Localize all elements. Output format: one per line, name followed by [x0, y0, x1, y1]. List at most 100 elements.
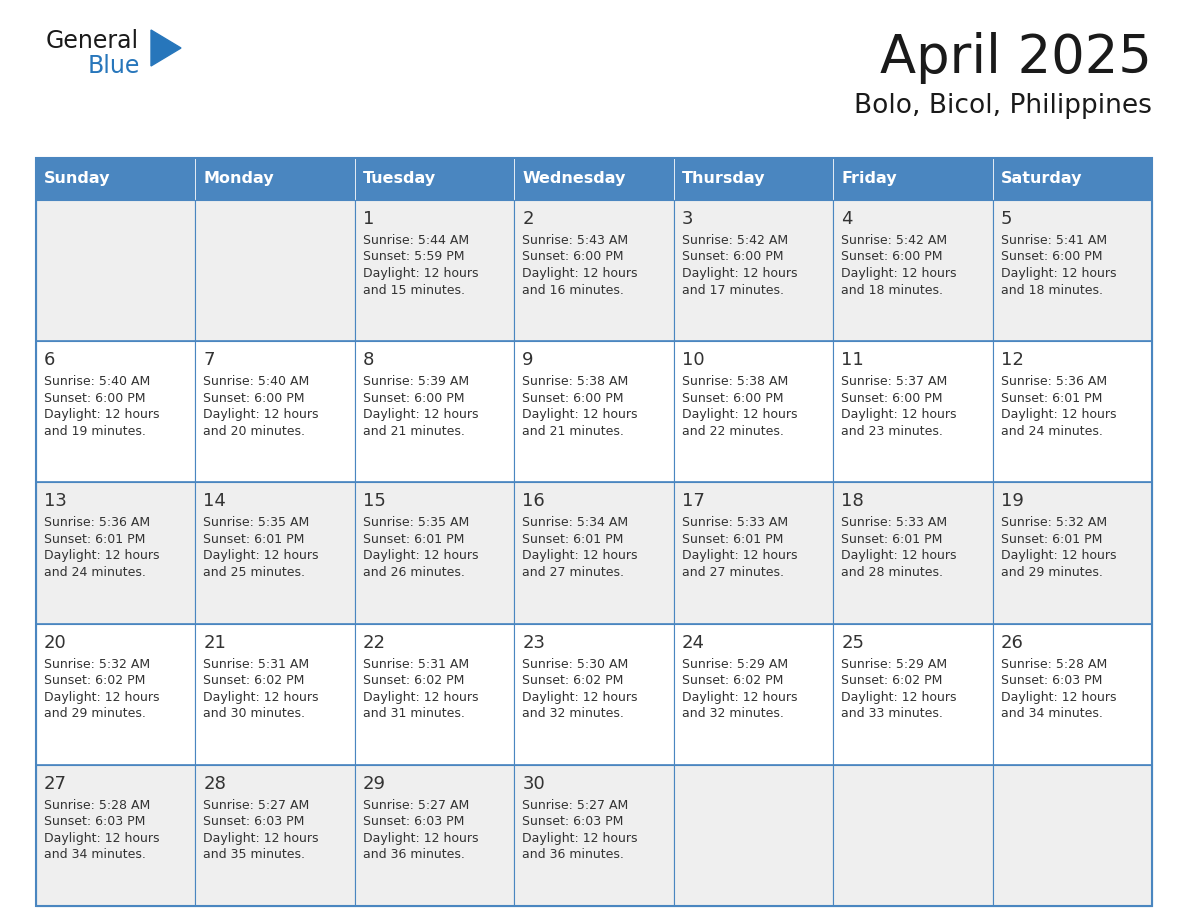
- Text: and 36 minutes.: and 36 minutes.: [523, 848, 624, 861]
- Text: and 30 minutes.: and 30 minutes.: [203, 707, 305, 720]
- Text: and 33 minutes.: and 33 minutes.: [841, 707, 943, 720]
- Text: Sunset: 6:02 PM: Sunset: 6:02 PM: [682, 674, 783, 687]
- Polygon shape: [151, 30, 181, 66]
- Text: 29: 29: [362, 775, 386, 793]
- Text: Daylight: 12 hours: Daylight: 12 hours: [44, 690, 159, 703]
- Text: Daylight: 12 hours: Daylight: 12 hours: [362, 832, 479, 845]
- Text: Daylight: 12 hours: Daylight: 12 hours: [523, 549, 638, 563]
- Bar: [833, 341, 992, 482]
- Text: Daylight: 12 hours: Daylight: 12 hours: [682, 409, 797, 421]
- Text: Daylight: 12 hours: Daylight: 12 hours: [362, 409, 479, 421]
- Bar: [514, 200, 674, 341]
- Bar: [674, 765, 833, 906]
- Text: Sunrise: 5:32 AM: Sunrise: 5:32 AM: [44, 657, 150, 671]
- Text: 16: 16: [523, 492, 545, 510]
- Text: 18: 18: [841, 492, 864, 510]
- Text: Sunrise: 5:38 AM: Sunrise: 5:38 AM: [682, 375, 788, 388]
- Text: Daylight: 12 hours: Daylight: 12 hours: [1000, 690, 1116, 703]
- Text: Sunrise: 5:32 AM: Sunrise: 5:32 AM: [1000, 517, 1107, 530]
- Bar: [196, 482, 355, 623]
- Text: 3: 3: [682, 210, 694, 228]
- Text: and 24 minutes.: and 24 minutes.: [1000, 425, 1102, 438]
- Text: Daylight: 12 hours: Daylight: 12 hours: [523, 690, 638, 703]
- Text: and 27 minutes.: and 27 minutes.: [523, 565, 624, 579]
- Bar: [196, 623, 355, 765]
- Text: Sunrise: 5:35 AM: Sunrise: 5:35 AM: [203, 517, 310, 530]
- Text: Daylight: 12 hours: Daylight: 12 hours: [362, 690, 479, 703]
- Text: Bolo, Bicol, Philippines: Bolo, Bicol, Philippines: [854, 93, 1152, 119]
- Bar: [514, 623, 674, 765]
- Text: and 29 minutes.: and 29 minutes.: [1000, 565, 1102, 579]
- Text: Sunset: 5:59 PM: Sunset: 5:59 PM: [362, 251, 465, 263]
- Text: Daylight: 12 hours: Daylight: 12 hours: [1000, 549, 1116, 563]
- Text: 22: 22: [362, 633, 386, 652]
- Text: and 34 minutes.: and 34 minutes.: [1000, 707, 1102, 720]
- Text: Sunrise: 5:28 AM: Sunrise: 5:28 AM: [44, 799, 150, 812]
- Text: Sunset: 6:02 PM: Sunset: 6:02 PM: [362, 674, 465, 687]
- Text: Sunrise: 5:31 AM: Sunrise: 5:31 AM: [362, 657, 469, 671]
- Text: Daylight: 12 hours: Daylight: 12 hours: [523, 267, 638, 280]
- Bar: [674, 623, 833, 765]
- Text: Sunset: 6:01 PM: Sunset: 6:01 PM: [203, 533, 305, 546]
- Text: Sunset: 6:02 PM: Sunset: 6:02 PM: [523, 674, 624, 687]
- Text: and 16 minutes.: and 16 minutes.: [523, 284, 624, 297]
- Text: Daylight: 12 hours: Daylight: 12 hours: [841, 549, 956, 563]
- Text: and 36 minutes.: and 36 minutes.: [362, 848, 465, 861]
- Text: and 22 minutes.: and 22 minutes.: [682, 425, 784, 438]
- Text: and 18 minutes.: and 18 minutes.: [841, 284, 943, 297]
- Bar: [355, 200, 514, 341]
- Text: and 21 minutes.: and 21 minutes.: [523, 425, 624, 438]
- Bar: [36, 200, 196, 341]
- Text: 24: 24: [682, 633, 704, 652]
- Text: Sunrise: 5:42 AM: Sunrise: 5:42 AM: [841, 234, 947, 247]
- Text: Sunday: Sunday: [44, 172, 110, 186]
- Text: Sunrise: 5:40 AM: Sunrise: 5:40 AM: [203, 375, 310, 388]
- Bar: [992, 623, 1152, 765]
- Text: 13: 13: [44, 492, 67, 510]
- Bar: [674, 200, 833, 341]
- Text: Sunset: 6:00 PM: Sunset: 6:00 PM: [682, 251, 783, 263]
- Text: Sunrise: 5:39 AM: Sunrise: 5:39 AM: [362, 375, 469, 388]
- Bar: [36, 623, 196, 765]
- Text: Sunrise: 5:29 AM: Sunrise: 5:29 AM: [841, 657, 947, 671]
- Text: and 26 minutes.: and 26 minutes.: [362, 565, 465, 579]
- Text: Monday: Monday: [203, 172, 274, 186]
- Text: Daylight: 12 hours: Daylight: 12 hours: [203, 690, 318, 703]
- Text: 21: 21: [203, 633, 226, 652]
- Text: Sunset: 6:01 PM: Sunset: 6:01 PM: [362, 533, 465, 546]
- Bar: [355, 158, 514, 200]
- Bar: [355, 482, 514, 623]
- Text: Saturday: Saturday: [1000, 172, 1082, 186]
- Text: Sunset: 6:00 PM: Sunset: 6:00 PM: [841, 251, 942, 263]
- Text: Blue: Blue: [88, 54, 140, 78]
- Text: Sunrise: 5:27 AM: Sunrise: 5:27 AM: [203, 799, 310, 812]
- Text: Daylight: 12 hours: Daylight: 12 hours: [523, 409, 638, 421]
- Text: Sunset: 6:03 PM: Sunset: 6:03 PM: [203, 815, 305, 828]
- Text: Daylight: 12 hours: Daylight: 12 hours: [682, 549, 797, 563]
- Text: Sunset: 6:00 PM: Sunset: 6:00 PM: [841, 392, 942, 405]
- Text: 17: 17: [682, 492, 704, 510]
- Text: Sunrise: 5:37 AM: Sunrise: 5:37 AM: [841, 375, 947, 388]
- Bar: [196, 765, 355, 906]
- Text: and 17 minutes.: and 17 minutes.: [682, 284, 784, 297]
- Text: Daylight: 12 hours: Daylight: 12 hours: [203, 832, 318, 845]
- Text: Wednesday: Wednesday: [523, 172, 626, 186]
- Text: Sunset: 6:02 PM: Sunset: 6:02 PM: [44, 674, 145, 687]
- Text: and 34 minutes.: and 34 minutes.: [44, 848, 146, 861]
- Text: and 23 minutes.: and 23 minutes.: [841, 425, 943, 438]
- Text: Sunrise: 5:44 AM: Sunrise: 5:44 AM: [362, 234, 469, 247]
- Text: Daylight: 12 hours: Daylight: 12 hours: [362, 549, 479, 563]
- Text: 12: 12: [1000, 352, 1023, 369]
- Text: Sunset: 6:00 PM: Sunset: 6:00 PM: [1000, 251, 1102, 263]
- Text: 5: 5: [1000, 210, 1012, 228]
- Bar: [36, 765, 196, 906]
- Text: Sunrise: 5:33 AM: Sunrise: 5:33 AM: [682, 517, 788, 530]
- Text: Sunset: 6:02 PM: Sunset: 6:02 PM: [203, 674, 305, 687]
- Text: 28: 28: [203, 775, 226, 793]
- Text: and 28 minutes.: and 28 minutes.: [841, 565, 943, 579]
- Bar: [833, 765, 992, 906]
- Text: Daylight: 12 hours: Daylight: 12 hours: [1000, 409, 1116, 421]
- Text: 4: 4: [841, 210, 853, 228]
- Text: 7: 7: [203, 352, 215, 369]
- Bar: [514, 482, 674, 623]
